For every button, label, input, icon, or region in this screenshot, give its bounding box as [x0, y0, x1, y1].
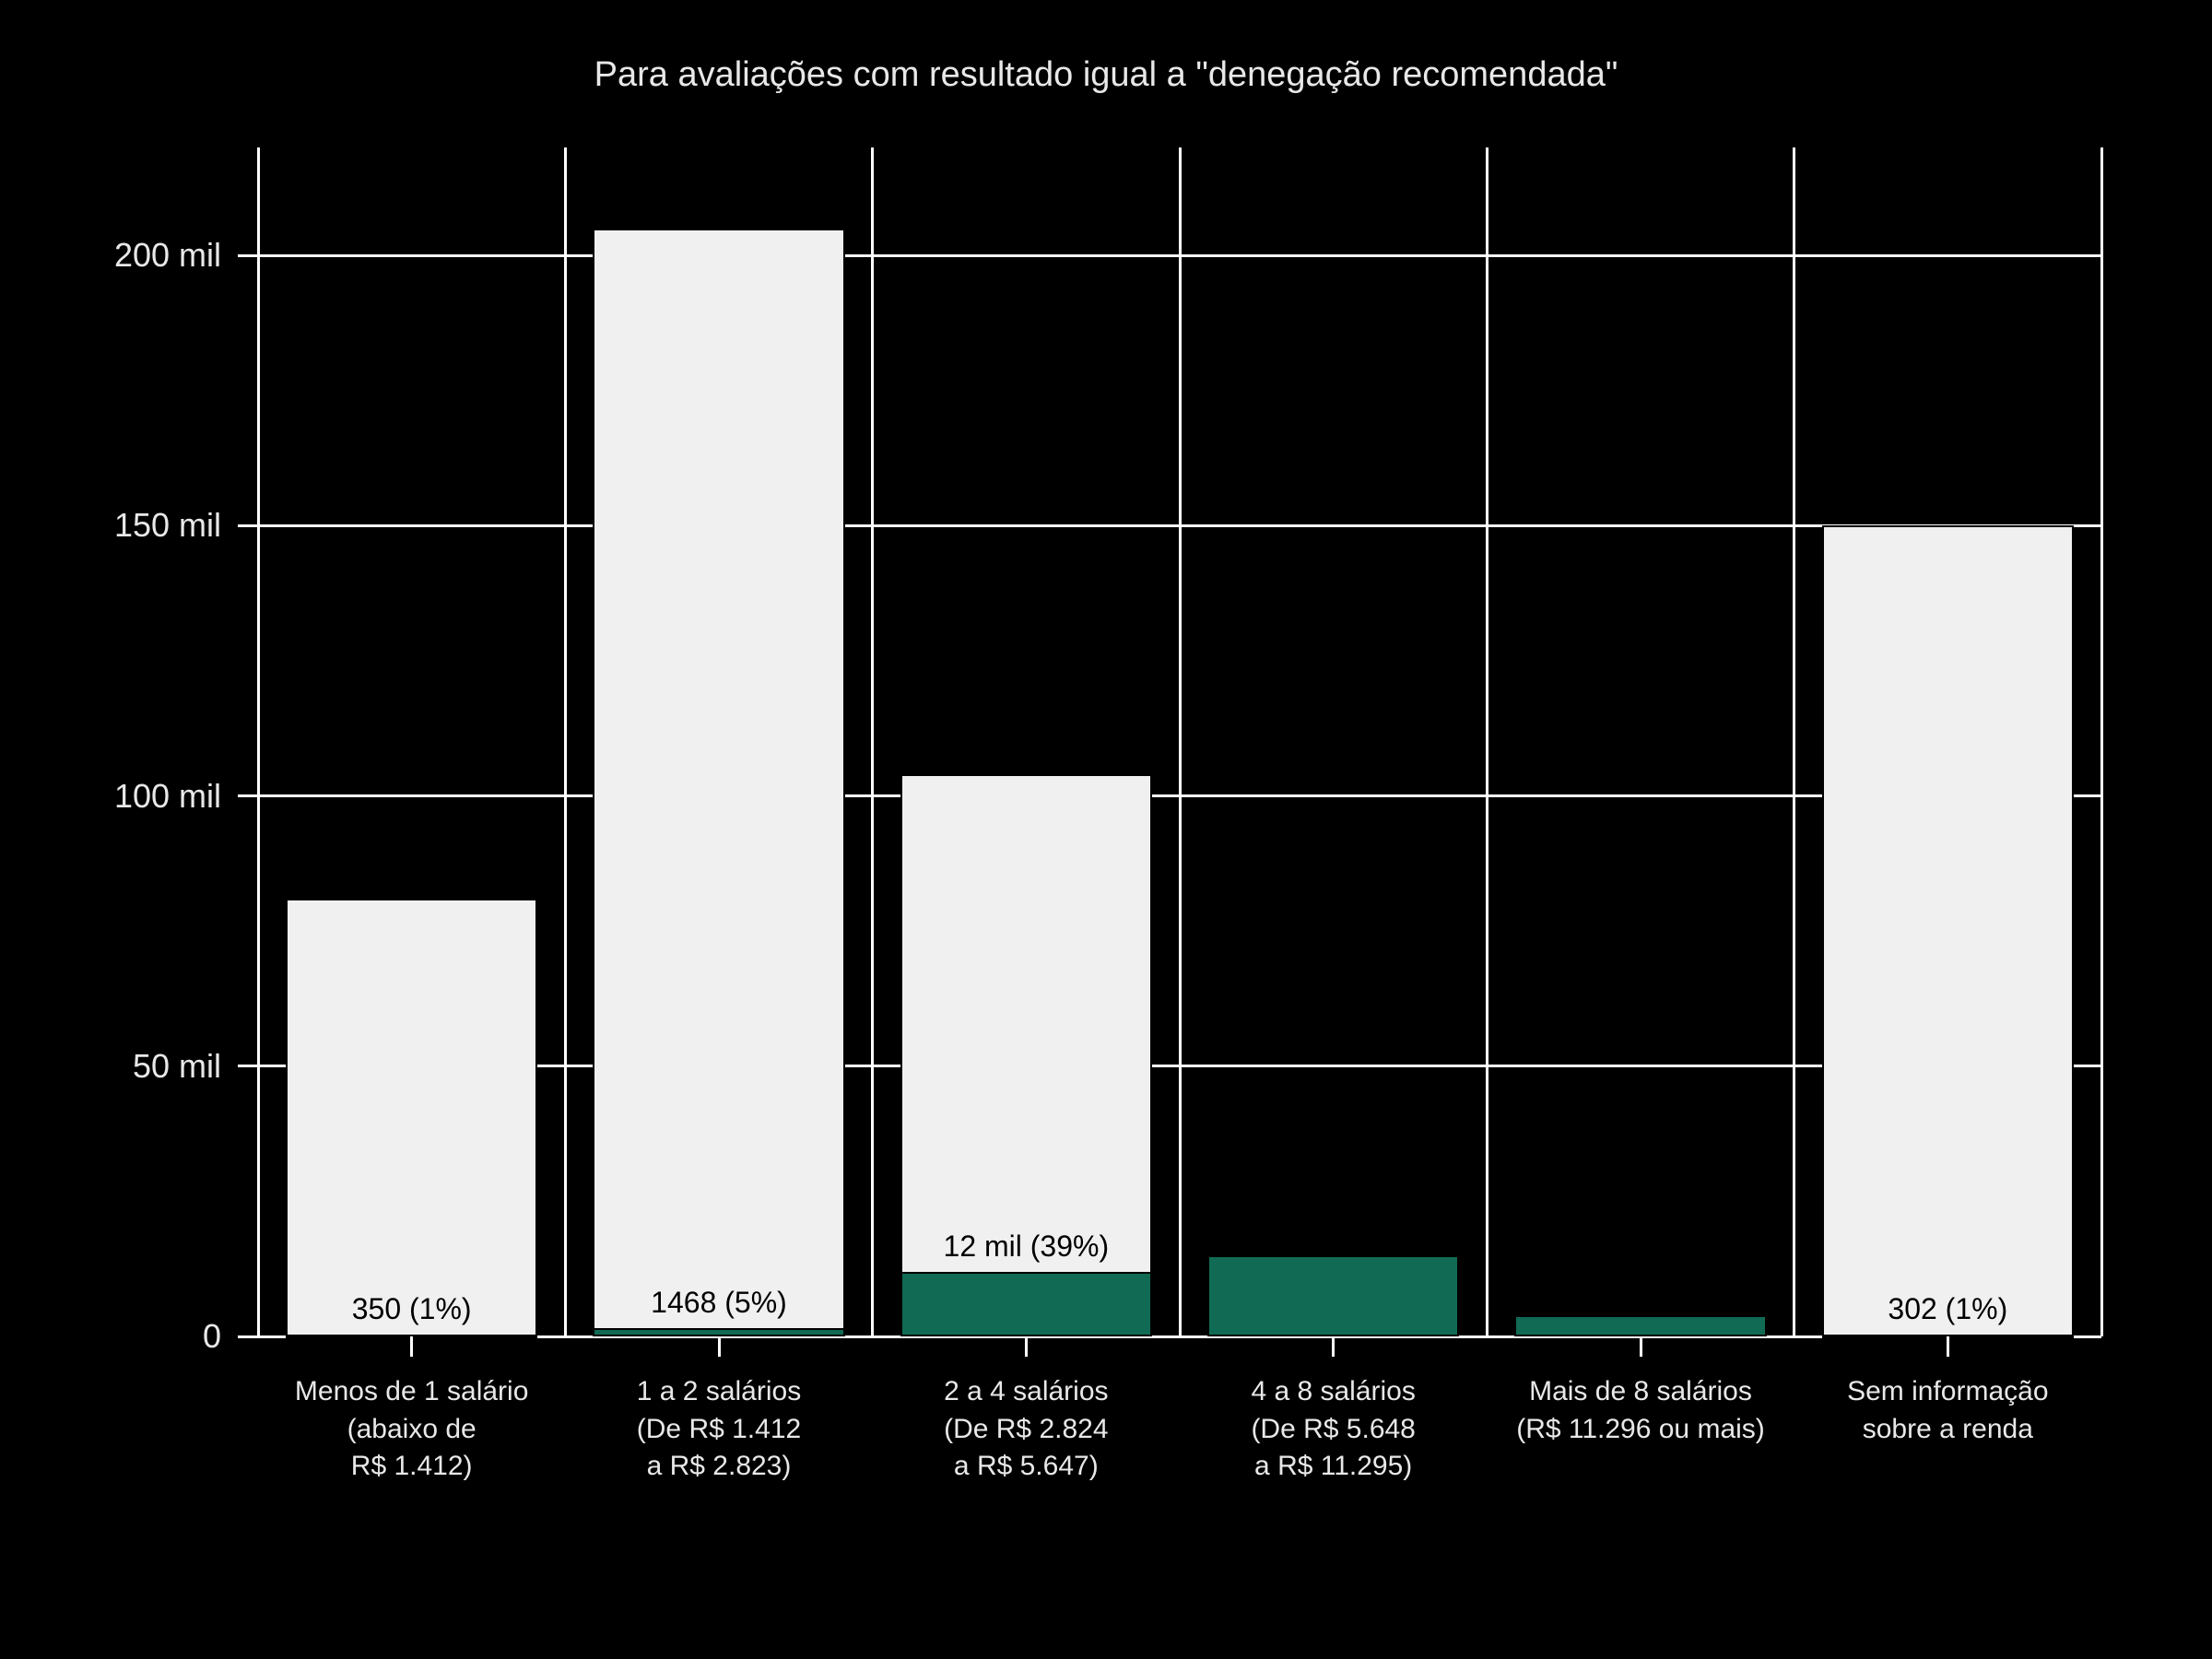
y-tick-mark	[238, 794, 258, 797]
gridline-vertical	[564, 147, 567, 1336]
y-tick-label: 0	[18, 1317, 221, 1356]
x-tick-mark	[410, 1336, 413, 1357]
plot-area: 050 mil100 mil150 mil200 mil350 (1%)Meno…	[258, 147, 2101, 1336]
x-tick-label: 4 a 8 salários (De R$ 5.648 a R$ 11.295)	[1180, 1373, 1487, 1486]
bar-foreground	[593, 1328, 844, 1336]
bar-value-label: 12 mil (39%)	[900, 1230, 1152, 1264]
bar-value-label: 1468 (5%)	[593, 1286, 844, 1320]
gridline-vertical	[257, 147, 260, 1336]
gridline-vertical	[2100, 147, 2103, 1336]
x-tick-mark	[718, 1336, 721, 1357]
x-tick-label: Menos de 1 salário (abaixo de R$ 1.412)	[258, 1373, 565, 1486]
chart-title: Para avaliações com resultado igual a "d…	[0, 55, 2212, 95]
y-tick-mark	[238, 254, 258, 257]
bar-value-label: 302 (1%)	[1822, 1292, 2074, 1326]
gridline-vertical	[1179, 147, 1182, 1336]
x-tick-label: Mais de 8 salários (R$ 11.296 ou mais)	[1487, 1373, 1794, 1448]
x-tick-label: Sem informação sobre a renda	[1794, 1373, 2101, 1448]
y-tick-mark	[238, 1065, 258, 1067]
gridline-vertical	[1793, 147, 1795, 1336]
x-tick-mark	[1332, 1336, 1335, 1357]
gridline-horizontal	[258, 254, 2101, 257]
x-tick-mark	[1947, 1336, 1949, 1357]
x-tick-label: 2 a 4 salários (De R$ 2.824 a R$ 5.647)	[873, 1373, 1180, 1486]
bar-background	[593, 229, 844, 1336]
x-tick-label: 1 a 2 salários (De R$ 1.412 a R$ 2.823)	[565, 1373, 872, 1486]
bar-background	[1822, 525, 2074, 1336]
bar-foreground	[900, 1272, 1152, 1336]
y-tick-mark	[238, 524, 258, 527]
x-tick-mark	[1025, 1336, 1028, 1357]
gridline-vertical	[1486, 147, 1488, 1336]
bar-value-label: 350 (1%)	[286, 1292, 537, 1326]
x-tick-mark	[1640, 1336, 1642, 1357]
y-tick-label: 100 mil	[18, 777, 221, 816]
bar-foreground	[1207, 1255, 1459, 1336]
y-tick-mark	[238, 1335, 258, 1338]
bar-foreground	[1514, 1315, 1766, 1336]
y-tick-label: 200 mil	[18, 236, 221, 275]
bar-background	[286, 899, 537, 1336]
chart-container: Para avaliações com resultado igual a "d…	[0, 0, 2212, 1659]
gridline-vertical	[871, 147, 874, 1336]
y-tick-label: 150 mil	[18, 506, 221, 545]
y-tick-label: 50 mil	[18, 1047, 221, 1086]
